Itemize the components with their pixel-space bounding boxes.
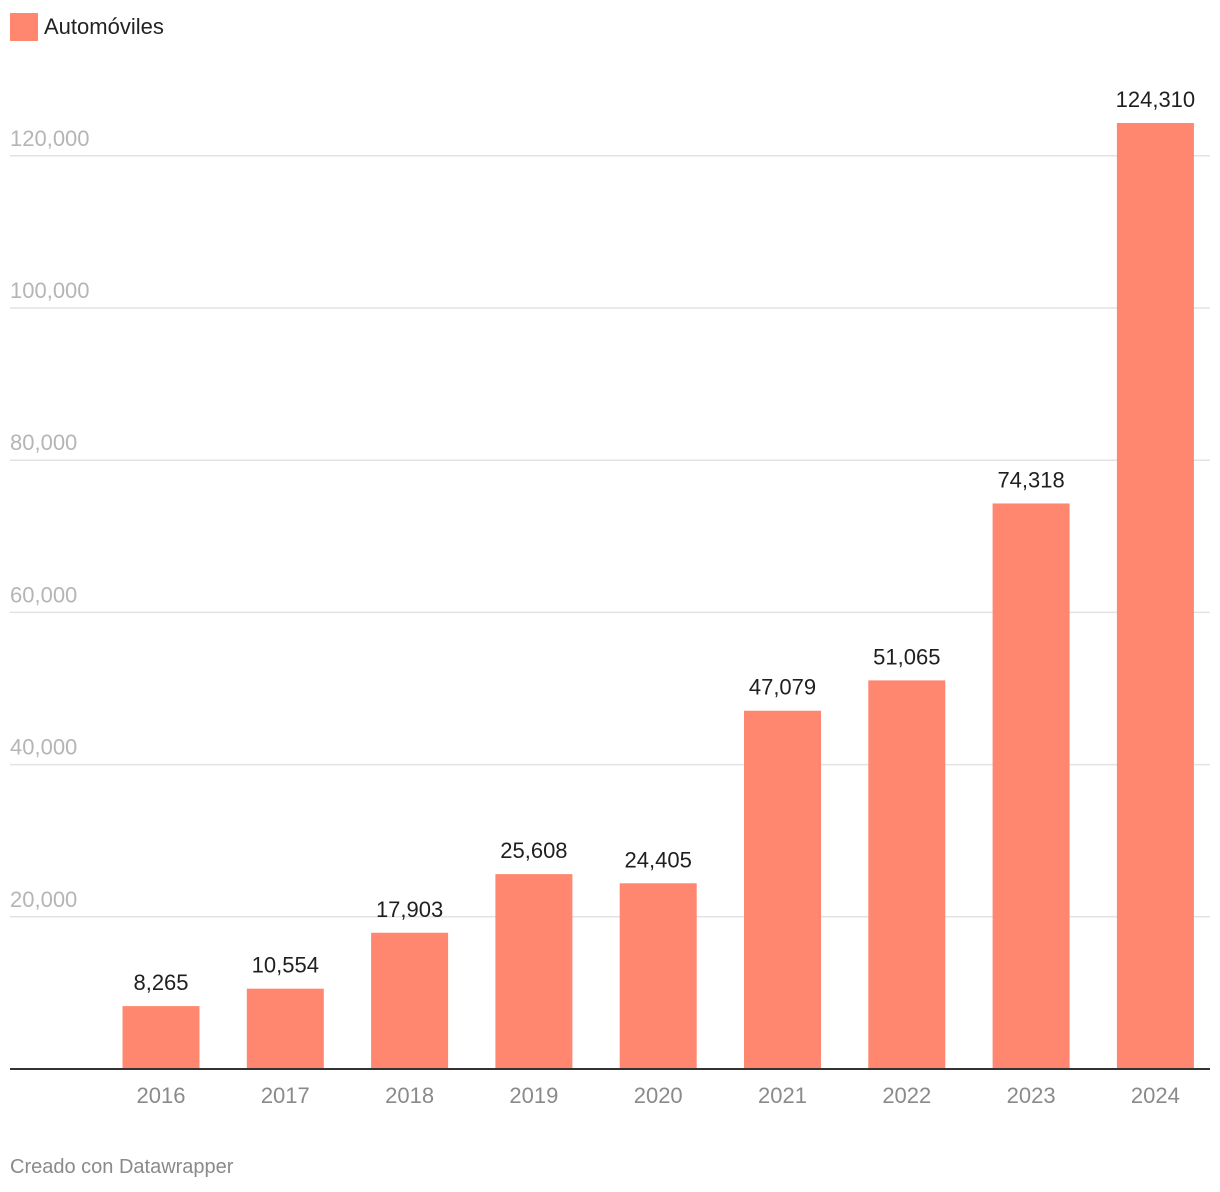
data-label: 51,065: [873, 644, 940, 669]
x-tick-label: 2023: [1007, 1083, 1056, 1108]
data-label: 17,903: [376, 897, 443, 922]
data-label: 24,405: [625, 847, 692, 872]
x-tick-label: 2024: [1131, 1083, 1180, 1108]
y-tick-label: 80,000: [10, 430, 77, 455]
bar: [744, 710, 821, 1069]
x-tick-label: 2017: [261, 1083, 310, 1108]
data-label: 10,554: [252, 953, 319, 978]
x-tick-label: 2022: [882, 1083, 931, 1108]
data-label: 74,318: [997, 467, 1064, 492]
y-tick-label: 120,000: [10, 126, 90, 151]
bar: [619, 883, 697, 1069]
legend: Automóviles: [10, 13, 164, 41]
bar: [246, 988, 324, 1069]
x-tick-label: 2016: [137, 1083, 186, 1108]
bar: [371, 932, 449, 1069]
bar: [495, 874, 573, 1069]
legend-swatch: [10, 13, 38, 41]
x-tick-label: 2018: [385, 1083, 434, 1108]
y-tick-label: 60,000: [10, 582, 77, 607]
x-tick-label: 2021: [758, 1083, 807, 1108]
y-tick-label: 40,000: [10, 735, 77, 760]
bar: [868, 680, 946, 1069]
y-tick-label: 20,000: [10, 887, 77, 912]
bar: [992, 503, 1070, 1069]
data-label: 25,608: [500, 838, 567, 863]
x-tick-label: 2020: [634, 1083, 683, 1108]
data-label: 8,265: [133, 970, 188, 995]
bar: [122, 1006, 200, 1069]
data-label: 124,310: [1116, 87, 1196, 112]
legend-label: Automóviles: [44, 14, 164, 39]
data-label: 47,079: [749, 675, 816, 700]
x-tick-label: 2019: [509, 1083, 558, 1108]
credit-text: Creado con Datawrapper: [10, 1156, 234, 1178]
bar: [1116, 123, 1194, 1069]
y-tick-label: 100,000: [10, 278, 90, 303]
